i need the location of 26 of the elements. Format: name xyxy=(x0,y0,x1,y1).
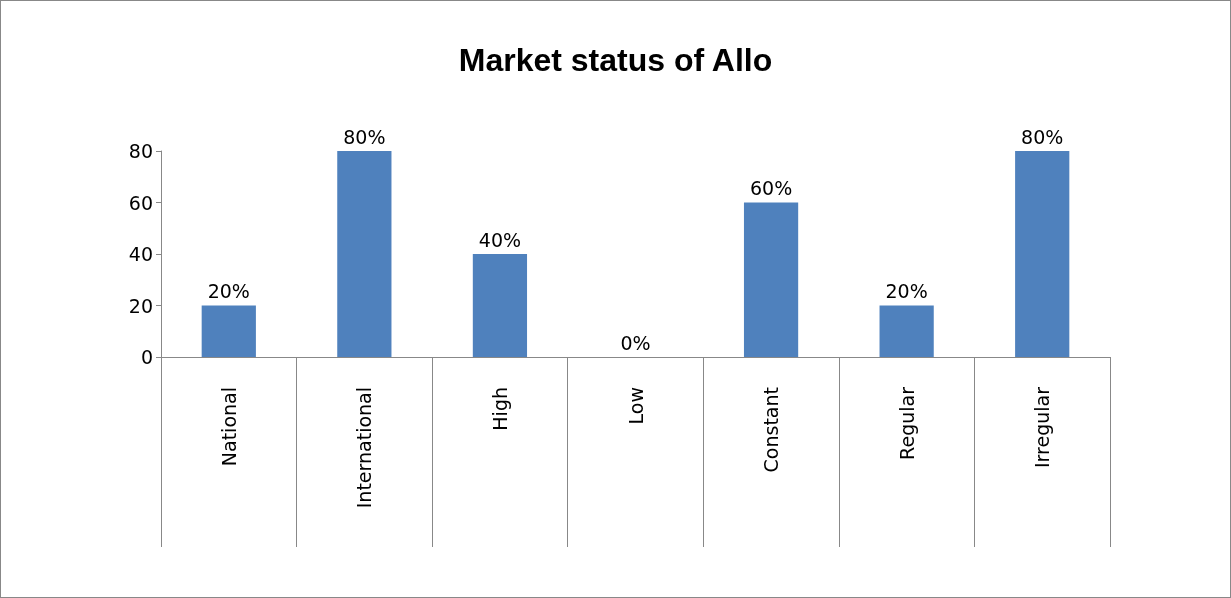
bar xyxy=(743,202,799,357)
bar xyxy=(1015,151,1070,357)
bar xyxy=(337,151,392,357)
data-label: 20% xyxy=(207,280,250,302)
data-label: 80% xyxy=(1021,125,1064,148)
x-tick-label: National xyxy=(217,387,240,467)
bar xyxy=(201,305,256,357)
y-tick-label: 40 xyxy=(128,243,153,265)
x-tick-label: High xyxy=(488,387,511,431)
x-tick-label: International xyxy=(353,387,376,509)
data-label: 20% xyxy=(885,280,928,302)
x-tick-label: Low xyxy=(624,387,647,425)
data-label: 60% xyxy=(749,177,793,199)
y-tick-label: 0 xyxy=(140,346,153,368)
x-tick-label: Regular xyxy=(895,386,918,460)
chart-title: Market status of Allo xyxy=(458,42,773,78)
data-label: 0% xyxy=(620,331,651,354)
bar xyxy=(472,254,528,357)
data-label: 40% xyxy=(478,228,522,251)
y-tick-label: 80 xyxy=(128,140,153,162)
data-label: 80% xyxy=(343,125,386,148)
x-tick-label: Irregular xyxy=(1031,386,1054,469)
y-tick-label: 60 xyxy=(128,191,153,214)
y-tick-label: 20 xyxy=(128,294,153,317)
x-tick-label: Constant xyxy=(760,387,783,473)
bar xyxy=(879,305,934,357)
